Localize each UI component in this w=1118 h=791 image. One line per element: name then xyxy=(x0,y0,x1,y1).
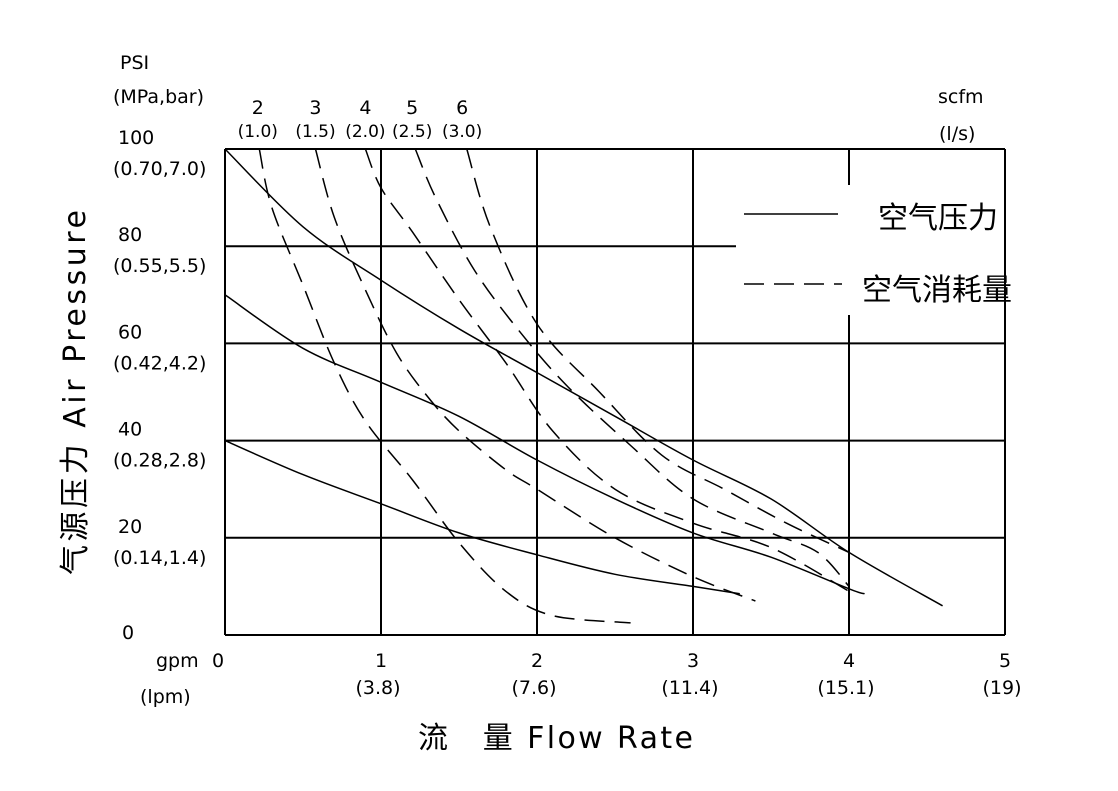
x-tick-label: 0 xyxy=(212,650,224,672)
air-consumption-sublabel: (2.5) xyxy=(392,122,432,142)
y-unit-label-psi: PSI xyxy=(120,52,149,74)
y-tick-sublabel: (0.55,5.5) xyxy=(113,255,206,277)
air-consumption-curve xyxy=(466,148,850,554)
x-tick-sublabel: (15.1) xyxy=(817,677,874,699)
y-tick-label: 60 xyxy=(118,321,142,343)
air-consumption-label: 6 xyxy=(456,97,468,119)
air-pressure-curve xyxy=(224,294,865,595)
x-unit-label-gpm: gpm xyxy=(156,650,199,672)
plot-grid xyxy=(224,148,1006,636)
y-tick-label: 80 xyxy=(118,224,142,246)
air-consumption-curve xyxy=(364,148,850,592)
air-pressure-curve xyxy=(224,148,943,607)
x-tick-label: 2 xyxy=(531,650,543,672)
x-tick-label: 4 xyxy=(843,650,855,672)
y-axis-title: 气源压力 Air Pressure xyxy=(58,210,93,575)
x-unit-label-lpm: (lpm) xyxy=(140,686,191,708)
x-axis-title: 流 量 Flow Rate xyxy=(418,721,693,756)
y-tick-sublabel: (0.70,7.0) xyxy=(113,158,206,180)
air-unit-label-scfm: scfm xyxy=(938,86,984,108)
y-unit-label-mpa-bar: (MPa,bar) xyxy=(113,86,204,108)
x-tick-label: 1 xyxy=(375,650,387,672)
air-consumption-labels: 2 (1.0) 3 (1.5) 4 (2.0) 5 (2.5) 6 (3.0) xyxy=(238,97,483,142)
y-tick-label: 40 xyxy=(118,419,142,441)
x-tick-sublabel: (3.8) xyxy=(355,677,400,699)
x-tick-sublabel: (19) xyxy=(982,677,1021,699)
air-consumption-label: 2 xyxy=(252,97,264,119)
y-tick-sublabel: (0.28,2.8) xyxy=(113,450,206,472)
air-consumption-label: 4 xyxy=(359,97,371,119)
air-consumption-curve xyxy=(258,148,631,624)
air-consumption-sublabel: (1.5) xyxy=(295,122,335,142)
air-consumption-label: 3 xyxy=(309,97,321,119)
air-consumption-label: 5 xyxy=(406,97,418,119)
legend-background xyxy=(736,185,1004,315)
air-consumption-sublabel: (2.0) xyxy=(345,122,385,142)
x-tick-sublabel: (7.6) xyxy=(511,677,556,699)
x-tick-label: 5 xyxy=(999,650,1011,672)
axis-tick-labels: 020(0.14,1.4)40(0.28,2.8)60(0.42,4.2)80(… xyxy=(113,127,1022,699)
y-tick-label: 20 xyxy=(118,516,142,538)
legend-label-air-consumption: 空气消耗量 xyxy=(862,273,1012,308)
air-consumption-sublabel: (1.0) xyxy=(238,122,278,142)
y-tick-label: 100 xyxy=(118,127,154,149)
air-consumption-curve xyxy=(414,148,850,587)
performance-curves xyxy=(224,148,943,624)
x-tick-sublabel: (11.4) xyxy=(661,677,718,699)
legend-label-air-pressure: 空气压力 xyxy=(878,201,998,236)
y-tick-label: 0 xyxy=(122,622,134,644)
y-tick-sublabel: (0.42,4.2) xyxy=(113,352,206,374)
legend: 空气压力 空气消耗量 xyxy=(736,185,1012,315)
air-unit-label-ls: (l/s) xyxy=(939,123,975,145)
air-pressure-curve xyxy=(224,439,740,595)
air-consumption-sublabel: (3.0) xyxy=(442,122,482,142)
air-consumption-curve xyxy=(314,148,756,602)
y-tick-sublabel: (0.14,1.4) xyxy=(113,547,206,569)
x-tick-label: 3 xyxy=(687,650,699,672)
